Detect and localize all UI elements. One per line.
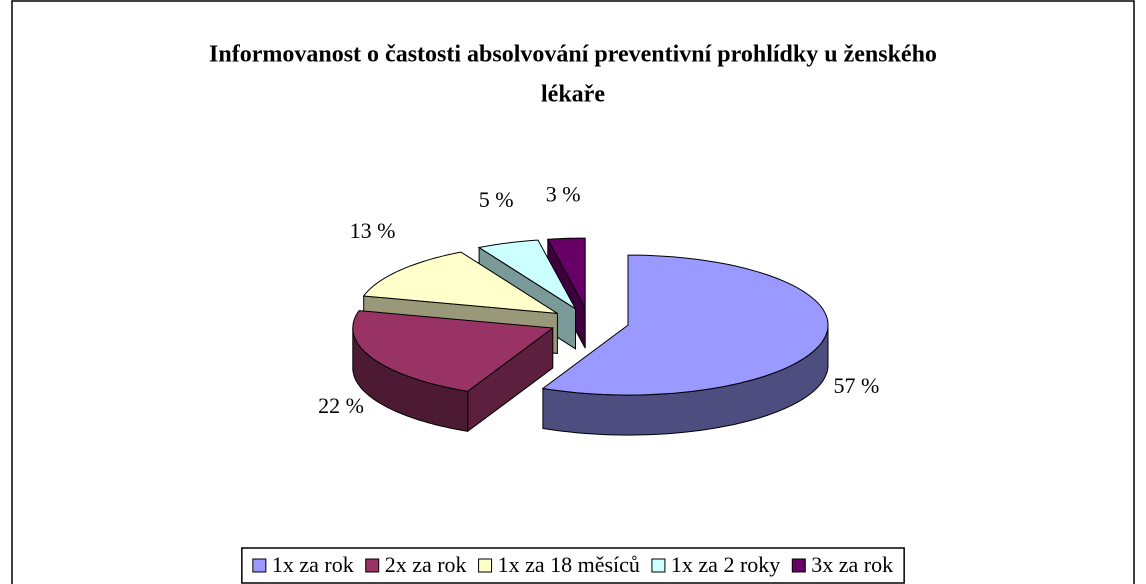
legend-swatch — [651, 558, 666, 573]
legend-label: 1x za rok — [272, 552, 354, 577]
slice-top — [541, 254, 829, 396]
chart-title: Informovanost o častosti absolvování pre… — [209, 42, 937, 68]
legend-swatch — [252, 558, 267, 573]
legend-label: 1x za 18 měsíců — [498, 552, 640, 577]
legend: 1x za rok 2x za rok 1x za 18 měsíců 1x za 2… — [241, 547, 905, 584]
data-label: 57 % — [833, 373, 879, 398]
legend-label: 3x za rok — [811, 552, 893, 577]
legend-swatch — [365, 558, 380, 573]
legend-label: 2x za rok — [385, 552, 467, 577]
legend-label: 1x za 2 roky — [671, 552, 780, 577]
slice — [352, 310, 555, 433]
chart-title-line-2: lékaře — [541, 82, 605, 108]
data-label: 13 % — [350, 218, 396, 243]
slice-top — [477, 239, 576, 310]
slice — [541, 254, 829, 436]
slice-top — [362, 251, 558, 314]
slice-top — [352, 310, 555, 392]
slice-top — [546, 237, 586, 309]
legend-swatch — [791, 558, 806, 573]
pie: 57 % 22 % 13 % 5 % 3 % — [318, 182, 879, 436]
data-label: 5 % — [479, 187, 514, 212]
data-label: 3 % — [546, 182, 581, 207]
legend-swatch — [478, 558, 493, 573]
data-label: 22 % — [318, 393, 364, 418]
